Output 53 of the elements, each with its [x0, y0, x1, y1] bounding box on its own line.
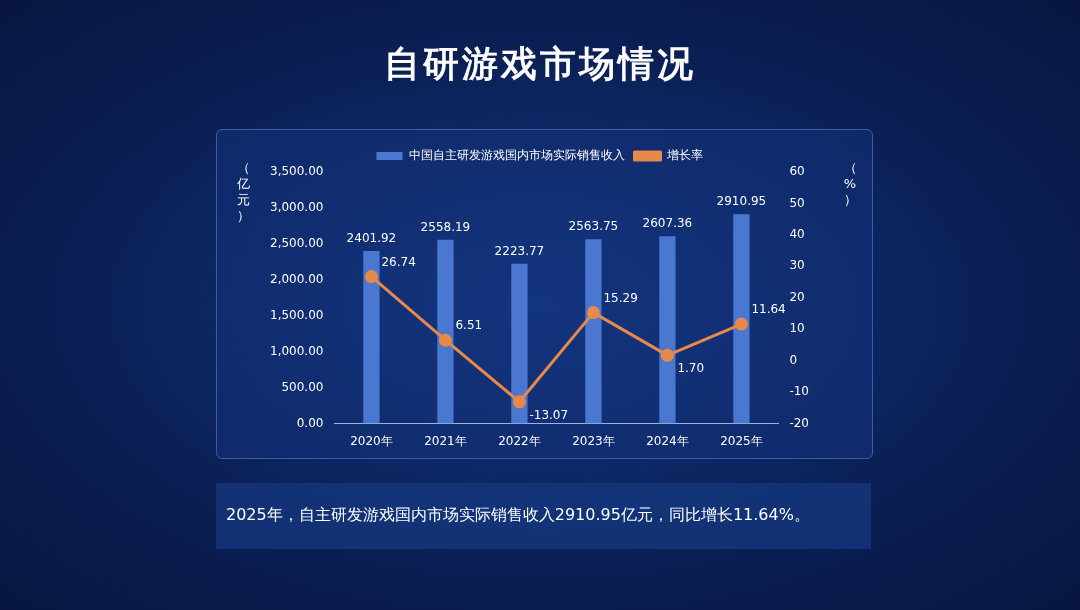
y2-tick-label: -10 — [789, 384, 810, 399]
y2-tick-label: 20 — [789, 289, 805, 304]
y2-tick-label: 40 — [789, 227, 805, 242]
x-tick-label: 2023年 — [572, 433, 615, 448]
x-tick-label: 2021年 — [424, 433, 467, 448]
bar — [659, 236, 676, 424]
y-tick-label: 1,000.00 — [270, 343, 324, 358]
x-tick-label: 2020年 — [350, 433, 393, 448]
data-label: 2563.75 — [568, 219, 619, 234]
y-axis-title: （亿元） — [235, 160, 251, 224]
bar — [511, 263, 528, 424]
bar — [363, 250, 380, 424]
data-label: 2558.19 — [420, 219, 471, 234]
y2-tick-label: 30 — [789, 258, 805, 273]
chart-title: 自研游戏市场情况 — [383, 42, 697, 86]
legend-label: 增长率 — [665, 148, 703, 163]
data-label: 2401.92 — [346, 231, 397, 246]
y-tick-label: 1,500.00 — [270, 307, 324, 322]
data-label: 2910.95 — [716, 194, 767, 209]
y-tick-label: 3,000.00 — [270, 200, 324, 215]
x-tick-label: 2025年 — [720, 433, 763, 448]
data-label: 2223.77 — [494, 243, 545, 258]
y-tick-label: 3,500.00 — [270, 164, 324, 179]
point — [660, 348, 674, 362]
y-tick-label: 0.00 — [296, 415, 324, 430]
data-label: 1.70 — [677, 361, 705, 376]
point — [364, 270, 378, 284]
y-tick-label: 2,500.00 — [270, 236, 324, 251]
data-label: 11.64 — [751, 302, 786, 317]
y-tick-label: 2,000.00 — [270, 271, 324, 286]
y2-tick-label: 10 — [789, 321, 805, 336]
point — [512, 395, 526, 409]
y2-tick-label: 0 — [789, 352, 798, 367]
bar — [585, 239, 602, 424]
data-label: 6.51 — [455, 318, 483, 333]
text: 2025年，自主研发游戏国内市场实际销售收入2910.95亿元，同比增长11.64%。 — [216, 483, 871, 549]
data-label: 2607.36 — [642, 216, 693, 231]
point — [438, 333, 452, 347]
data-label: 15.29 — [603, 290, 638, 305]
data-label: 26.74 — [381, 254, 416, 269]
y2-axis-title: （%） — [842, 160, 858, 208]
x-tick-label: 2024年 — [646, 433, 689, 448]
y2-tick-label: 60 — [789, 164, 805, 179]
y2-tick-label: -20 — [789, 415, 810, 430]
point — [586, 306, 600, 320]
y2-tick-label: 50 — [789, 195, 805, 210]
y-tick-label: 500.00 — [281, 379, 324, 394]
bar — [733, 214, 750, 424]
data-label: -13.07 — [529, 407, 569, 422]
bar — [437, 239, 454, 424]
point — [734, 317, 748, 331]
legend-label: 中国自主研发游戏国内市场实际销售收入 — [408, 148, 625, 163]
x-tick-label: 2022年 — [498, 433, 541, 448]
